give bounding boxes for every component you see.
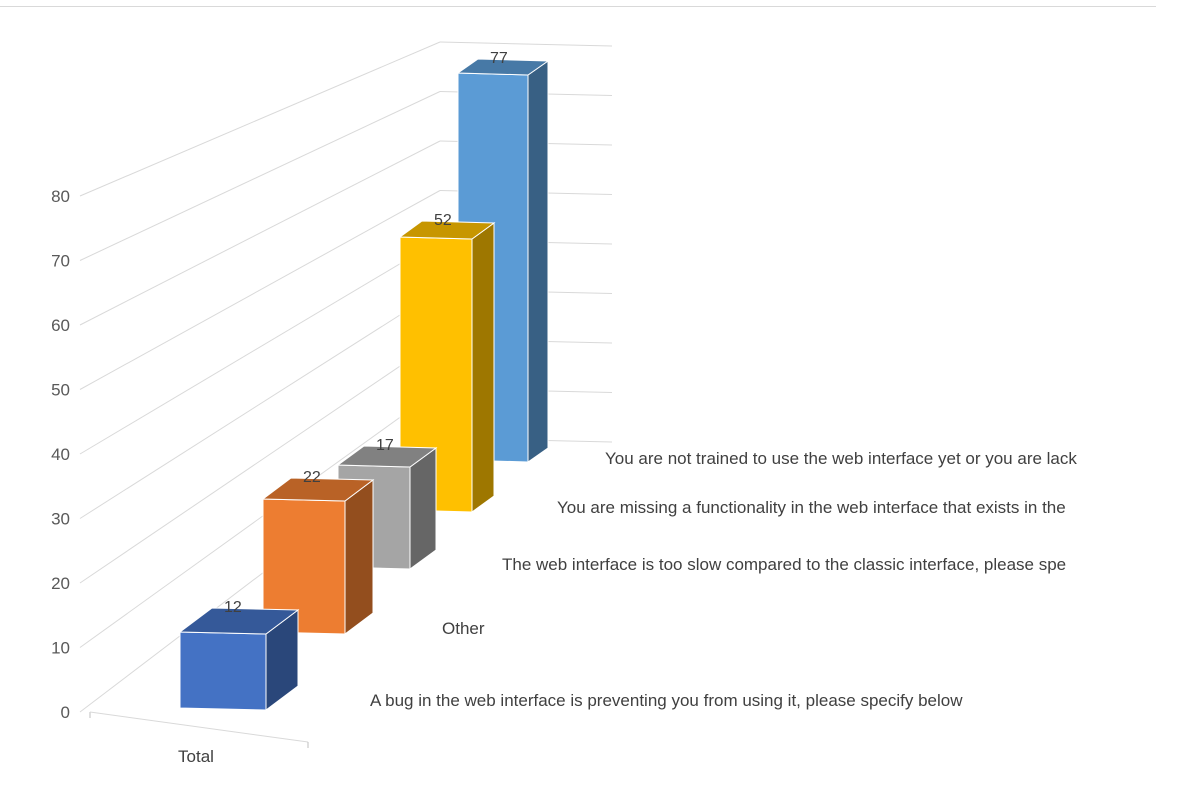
gridline-left: [79, 140, 441, 326]
bar-data-label: 52: [434, 212, 452, 229]
gridline-left: [79, 91, 441, 261]
gridline-left: [79, 289, 441, 519]
gridline-left: [79, 41, 441, 197]
category-label: Total: [178, 747, 214, 766]
bar-top-face: [336, 445, 438, 468]
bar-0: 12: [178, 599, 300, 711]
y-tick-label: 20: [51, 574, 70, 593]
bar-data-label: 12: [224, 599, 242, 616]
bar-data-label: 17: [376, 437, 394, 454]
bar-1: 22: [261, 469, 375, 635]
series-label: Other: [442, 619, 485, 638]
bar-3: 52: [398, 212, 496, 513]
bar-side-face: [471, 222, 495, 513]
gridline-left: [79, 338, 441, 584]
y-tick-label: 60: [51, 316, 70, 335]
series-label: A bug in the web interface is preventing…: [370, 691, 963, 710]
bar-top-face: [178, 607, 300, 635]
bar-top-face: [261, 477, 375, 502]
series-label: You are not trained to use the web inter…: [605, 449, 1077, 468]
bar-top-face: [456, 58, 550, 76]
gridline-left: [79, 190, 441, 390]
y-tick-label: 80: [51, 187, 70, 206]
y-tick-label: 50: [51, 381, 70, 400]
floor-front-edge: [89, 711, 309, 743]
y-axis: 0 10 20 30 40 50 60 70 80: [51, 187, 70, 722]
bar-data-label: 22: [303, 469, 321, 486]
series-depth-labels: A bug in the web interface is preventing…: [370, 449, 1077, 710]
category-labels: Total: [178, 747, 214, 766]
y-tick-label: 30: [51, 510, 70, 529]
bar-front-face: [179, 631, 267, 711]
bar-side-face: [344, 479, 374, 635]
chart-floor: [89, 711, 309, 748]
series-label: You are missing a functionality in the w…: [557, 498, 1066, 517]
gridline-left: [79, 388, 441, 648]
series-label: The web interface is too slow compared t…: [502, 555, 1066, 574]
bar-data-label: 77: [490, 50, 508, 67]
y-tick-label: 0: [61, 703, 70, 722]
y-tick-label: 40: [51, 445, 70, 464]
y-tick-label: 10: [51, 639, 70, 658]
y-tick-label: 70: [51, 252, 70, 271]
gridline-right: [439, 41, 613, 47]
gridline-left: [79, 239, 441, 455]
top-border-line: [0, 6, 1156, 7]
bar-top-face: [398, 220, 496, 240]
bars: 77 52 17 22 12: [178, 50, 550, 711]
bar-side-face: [527, 60, 549, 463]
bar-side-face: [409, 447, 437, 570]
